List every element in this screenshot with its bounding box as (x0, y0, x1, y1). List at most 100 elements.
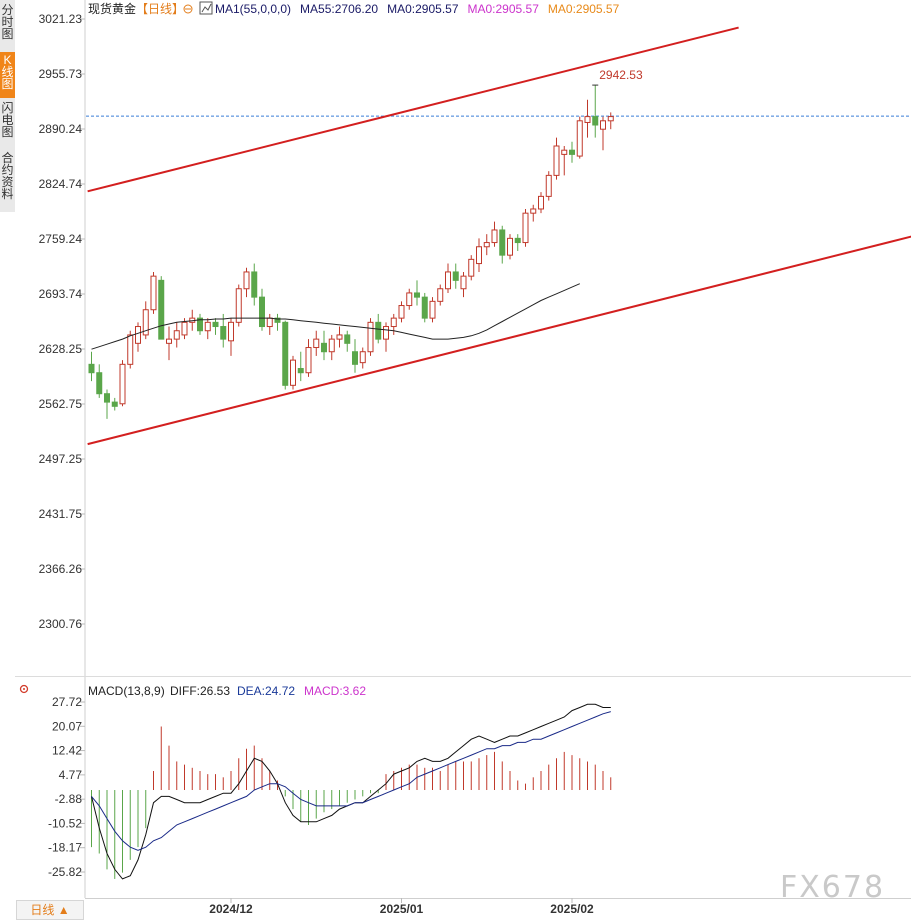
macd-tick-label: 27.72 (52, 695, 82, 709)
macd-tick-label: -10.52 (48, 816, 82, 830)
candle (220, 313, 227, 348)
candle (390, 313, 397, 335)
tab-time-chart[interactable]: 分时图 (1, 3, 14, 41)
ma-legend-item: MA0:2905.57 (548, 2, 620, 16)
candle (607, 112, 614, 130)
candle (243, 267, 250, 298)
price-tick-label: 2824.74 (39, 177, 83, 191)
candle (499, 225, 506, 264)
candle (507, 234, 513, 260)
candle (545, 171, 552, 201)
candle (561, 145, 568, 176)
price-tick-label: 2366.26 (39, 562, 83, 576)
candle (359, 347, 366, 369)
candle (142, 301, 149, 340)
candle (266, 313, 273, 335)
candle (197, 313, 203, 335)
candle (452, 263, 459, 289)
candle (522, 208, 529, 247)
macd-tick-label: -25.82 (48, 865, 82, 879)
candle (383, 322, 389, 352)
ma-legend-item: MA0:2905.57 (468, 2, 540, 16)
tab-kline-chart[interactable]: K线图 (0, 52, 15, 98)
peak-annotation: 2942.53 (592, 68, 643, 86)
macd-tick-label: -18.17 (48, 841, 82, 855)
macd-axis: 27.72 20.07 12.42 4.77 -2.88 -10.52 -18.17 -25.… (48, 695, 85, 879)
candle (96, 364, 103, 398)
macd-settings-icon[interactable] (19, 684, 29, 694)
candle (166, 326, 172, 361)
candle (158, 276, 165, 340)
candle (491, 221, 498, 247)
period-selector[interactable]: 日线 ▲ (16, 900, 84, 920)
candle (297, 351, 304, 382)
candle (414, 280, 420, 306)
macd-dea-line (91, 711, 611, 851)
tab-contract-info[interactable]: 合约资料 (1, 151, 14, 201)
candle (305, 339, 312, 377)
price-tick-label: 2628.25 (39, 342, 83, 356)
candle (235, 284, 242, 327)
peak-price-label: 2942.53 (599, 68, 643, 82)
candle (88, 351, 95, 382)
macd-dea-label: DEA:24.72 (237, 684, 295, 698)
candlesticks (88, 85, 614, 419)
candle (429, 297, 436, 323)
macd-diff-line (91, 703, 611, 880)
macd-tick-label: 4.77 (59, 768, 83, 782)
price-tick-label: 2693.74 (39, 287, 83, 301)
candle (584, 99, 591, 138)
date-axis: 2024/12 2025/01 2025/02 (209, 898, 594, 916)
macd-histogram (91, 726, 612, 879)
watermark-logo: FX678 (780, 870, 886, 905)
ma-legend-item: MA0:2905.57 (387, 2, 459, 16)
macd-tick-label: 20.07 (52, 719, 82, 733)
candle (290, 355, 296, 390)
candle (321, 330, 327, 361)
settings-circle-icon[interactable] (183, 4, 193, 14)
period-selector-label: 日线 ▲ (30, 903, 70, 917)
candle (406, 288, 413, 310)
candle (460, 271, 467, 298)
macd-diff-label: DIFF:26.53 (170, 684, 230, 698)
candle (437, 284, 444, 306)
candle (367, 318, 374, 356)
candle (352, 339, 358, 373)
candle (259, 288, 265, 331)
candle (336, 326, 343, 348)
candle (251, 263, 258, 306)
ma-legend-item: MA1(55,0,0,0) (215, 2, 291, 16)
macd-value-label: MACD:3.62 (304, 684, 366, 698)
candle (328, 334, 335, 361)
candle (173, 322, 180, 348)
candle (111, 397, 118, 411)
macd-tick-label: -2.88 (55, 792, 83, 806)
period-label[interactable]: 【日线】 (136, 2, 184, 16)
left-tab-strip: 分时图 K线图 闪电图 合约资料 (0, 0, 15, 212)
price-tick-label: 2431.75 (39, 507, 83, 521)
ma55-line (91, 283, 580, 350)
candle (538, 192, 544, 214)
candle (135, 322, 141, 352)
candle (468, 255, 475, 281)
price-tick-label: 2890.24 (39, 122, 83, 136)
candle (228, 318, 234, 356)
tab-flash-chart[interactable]: 闪电图 (1, 101, 14, 139)
candle (514, 234, 521, 251)
candle (553, 137, 560, 180)
indicator-chart-icon[interactable] (199, 1, 213, 15)
candle (274, 313, 281, 331)
price-tick-label: 2300.76 (39, 617, 83, 631)
price-tick-label: 2759.24 (39, 232, 83, 246)
candle (421, 292, 428, 323)
candle (483, 234, 490, 256)
candle (445, 263, 451, 293)
macd-tick-label: 12.42 (52, 744, 82, 758)
price-axis: 3021.23 2955.73 2890.24 2824.74 2759.24 2693.… (39, 12, 85, 631)
candle (600, 116, 606, 151)
channel-line (87, 26, 739, 193)
channel-line (87, 235, 911, 446)
candle (204, 318, 211, 340)
candle (313, 330, 320, 356)
